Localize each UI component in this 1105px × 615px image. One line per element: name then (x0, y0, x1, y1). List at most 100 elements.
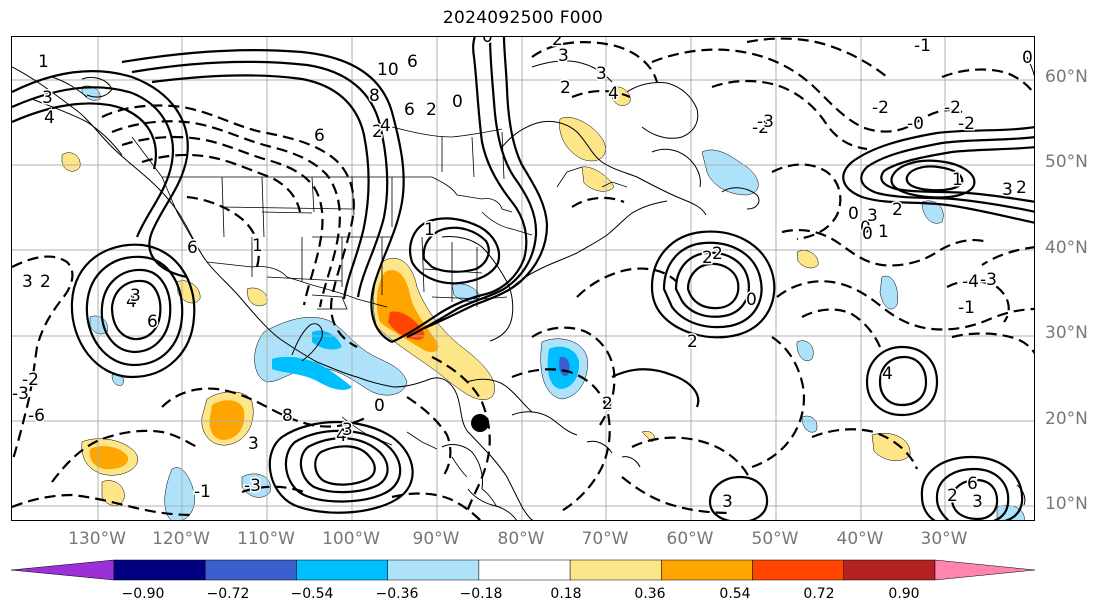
contour-value-label: 3 (867, 206, 878, 226)
positive-contour-line (70, 243, 196, 379)
colorbar-cell (569, 559, 662, 581)
lon-label-90w: 90°W (412, 529, 460, 549)
colorbar-tick-label: −0.36 (375, 586, 419, 602)
contour-value-label: -3 (12, 384, 29, 404)
negative-anomaly-area (921, 200, 944, 224)
contour-value-label: 2 (687, 332, 698, 352)
contour-value-label: 8 (369, 86, 380, 106)
contour-value-label: 4 (336, 426, 347, 446)
lon-label-130w: 130°W (68, 529, 126, 549)
positive-contour-line (662, 241, 763, 329)
positive-contour-line (422, 226, 490, 273)
contour-value-label: 3 (22, 272, 33, 292)
positive-anomaly-area (246, 287, 268, 307)
contour-value-label: 1 (878, 222, 889, 242)
positive-contour-line (674, 251, 750, 318)
contour-value-label: 0 (746, 290, 757, 310)
contour-value-label: 2 (602, 394, 613, 414)
colorbar-tick-label: 0.54 (719, 586, 751, 602)
colorbar-cell (843, 559, 936, 581)
negative-contour-line (571, 89, 631, 99)
positive-contour-line (421, 37, 549, 331)
negative-contour-line (951, 332, 1034, 355)
colorbar-tick-label: 0.18 (550, 586, 582, 602)
lon-label-60w: 60°W (666, 529, 714, 549)
positive-contour-line (611, 368, 700, 408)
contour-value-label: 6 (967, 474, 978, 494)
contour-value-label: 1 (38, 52, 49, 72)
contour-value-label: 6 (147, 312, 158, 332)
colorbar-tick-label: 0.36 (634, 586, 666, 602)
positive-contour-line (391, 37, 528, 343)
colorbar-cell (661, 559, 753, 581)
positive-anomaly-area (61, 152, 81, 172)
positive-contour-line (268, 420, 414, 514)
positive-contour-line (100, 268, 172, 354)
contour-value-label: 2 (702, 248, 713, 268)
positive-contour-line (865, 345, 939, 417)
colorbar-tick-label: −0.90 (121, 586, 165, 602)
contour-value-label: 2 (892, 200, 903, 220)
contour-value-label: 0 (862, 224, 873, 244)
positive-contour-line (121, 48, 405, 343)
positive-anomaly-area (581, 166, 615, 192)
negative-contour-line (121, 135, 324, 306)
negative-contour-line (101, 104, 358, 348)
contour-value-label: 2 (947, 486, 958, 506)
negative-anomaly-area (796, 340, 814, 361)
positive-contour-line (950, 478, 999, 520)
negative-contour-line (391, 492, 482, 520)
contour-value-label: 2 (40, 272, 51, 292)
contour-value-label: 10 (377, 60, 399, 80)
positive-contour-line (299, 437, 389, 494)
positive-anomaly-area (209, 400, 245, 440)
contour-value-label: 4 (126, 292, 137, 312)
positive-contour-line (151, 74, 370, 300)
negative-anomaly-area (879, 275, 898, 310)
positive-contour-line (878, 355, 928, 407)
contour-value-label: 6 (314, 126, 325, 146)
contour-value-label: 3 (596, 64, 607, 84)
colorbar (10, 559, 1036, 581)
colorbar-tick-label: 0.90 (888, 586, 920, 602)
contour-value-label: 1 (952, 170, 963, 190)
negative-contour-line (531, 41, 659, 83)
contour-value-label: -2 (958, 114, 975, 134)
negative-contour-line (711, 79, 868, 151)
negative-contour-line (406, 396, 452, 476)
positive-contour-line (708, 475, 769, 520)
negative-contour-line (531, 326, 616, 426)
positive-contour-line (860, 136, 1034, 213)
positive-contour-line (920, 455, 1024, 520)
colorbar-tick-label: −0.72 (206, 586, 250, 602)
negative-contour-line (431, 356, 491, 513)
negative-anomaly-area (312, 330, 342, 350)
negative-contour-line (12, 255, 74, 463)
contour-value-label: 2 (372, 122, 383, 142)
contour-value-label: 2 (1016, 178, 1027, 198)
positive-contour-line (12, 102, 157, 170)
contour-value-label: -2 (752, 118, 769, 138)
positive-contour-line (314, 445, 376, 486)
contour-value-label: 0 (452, 92, 463, 112)
negative-contour-line (801, 308, 882, 348)
lat-label-10n: 10°N (1045, 494, 1088, 514)
colorbar-cell (478, 559, 571, 581)
contour-value-label: -2 (944, 98, 961, 118)
positive-anomaly-area (89, 446, 129, 470)
contour-value-label: 8 (282, 406, 293, 426)
positive-contour-line (12, 70, 189, 279)
negative-anomaly-area (241, 473, 271, 498)
contour-value-label: -2 (22, 370, 39, 390)
positive-anomaly-area (796, 250, 819, 269)
contour-value-label: -0 (907, 114, 924, 134)
contour-value-label: 4 (380, 116, 391, 136)
contour-value-label: -3 (244, 476, 261, 496)
lon-label-50w: 50°W (751, 529, 799, 549)
contour-value-label: 6 (404, 100, 415, 120)
negative-contour-line (941, 68, 1034, 96)
contour-value-label: 3 (342, 420, 353, 440)
contour-value-label: -4 (962, 272, 979, 292)
contour-value-label: 3 (130, 286, 141, 306)
